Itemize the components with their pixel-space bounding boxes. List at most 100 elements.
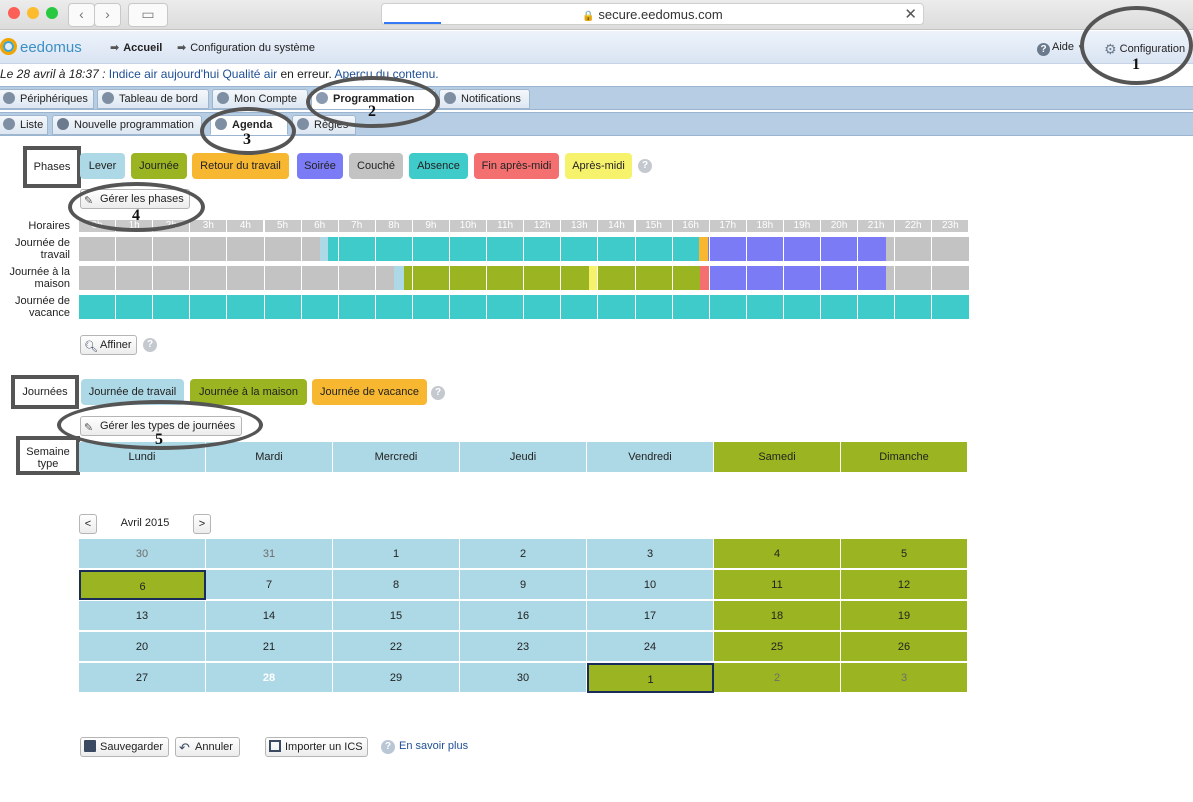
schedule-segment-journee[interactable] (598, 266, 701, 290)
schedule-segment-soiree[interactable] (707, 237, 886, 261)
daytype-journee-a-la-maison[interactable]: Journée à la maison (190, 379, 307, 405)
schedule-segment-absence[interactable] (327, 237, 699, 261)
phase-fin-apres-midi[interactable]: Fin après-midi (474, 153, 559, 179)
calendar-day[interactable]: 12 (841, 570, 968, 600)
calendar-day[interactable]: 11 (714, 570, 841, 600)
tab-mon-compte[interactable]: Mon Compte (212, 89, 308, 109)
close-window-icon[interactable] (8, 7, 20, 19)
manage-phases-button[interactable]: ✎ Gérer les phases (80, 189, 190, 209)
calendar-day[interactable]: 19 (841, 601, 968, 631)
tab-programmation[interactable]: Programmation (311, 89, 436, 109)
schedule-segment-absence[interactable] (79, 295, 970, 319)
learn-more-link[interactable]: En savoir plus (399, 740, 469, 752)
calendar-day[interactable]: 23 (460, 632, 587, 662)
address-bar[interactable]: 🔒 secure.eedomus.com ✕ (381, 3, 924, 25)
maximize-window-icon[interactable] (46, 7, 58, 19)
save-button[interactable]: Sauvegarder (80, 737, 169, 757)
manage-day-types-button[interactable]: ✎ Gérer les types de journées (80, 416, 242, 436)
weekday-jeudi[interactable]: Jeudi (460, 442, 587, 472)
calendar-day[interactable]: 16 (460, 601, 587, 631)
calendar-day[interactable]: 28 (206, 663, 333, 693)
calendar-day[interactable]: 30 (79, 539, 206, 569)
back-icon[interactable]: ‹ (68, 3, 95, 27)
weekday-vendredi[interactable]: Vendredi (587, 442, 714, 472)
schedule-segment-couche[interactable] (79, 266, 395, 290)
refine-button[interactable]: 🔍︎ Affiner (80, 335, 137, 355)
calendar-day[interactable]: 24 (587, 632, 714, 662)
subtab-liste[interactable]: Liste (0, 115, 48, 135)
breadcrumb-accueil[interactable]: ➡ Accueil (110, 41, 162, 54)
calendar-day[interactable]: 20 (79, 632, 206, 662)
tab-tableau-de-bord[interactable]: Tableau de bord (97, 89, 209, 109)
cancel-button[interactable]: ↶ Annuler (175, 737, 240, 757)
configuration-link[interactable]: ⚙ Configuration (1104, 41, 1185, 58)
help-menu[interactable]: ? Aide ▼ (1037, 41, 1085, 56)
calendar-day[interactable]: 4 (714, 539, 841, 569)
calendar-day[interactable]: 14 (206, 601, 333, 631)
weekday-samedi[interactable]: Samedi (714, 442, 841, 472)
daytype-journee-de-vacance[interactable]: Journée de vacance (312, 379, 427, 405)
phases-help-icon[interactable]: ? (638, 159, 652, 173)
calendar-day[interactable]: 2 (714, 663, 841, 693)
breadcrumb-configuration-systeme[interactable]: ➡ Configuration du système (177, 41, 315, 54)
subtab-regles[interactable]: Règles (292, 115, 356, 135)
tab-notifications[interactable]: Notifications (439, 89, 530, 109)
calendar-day[interactable]: 25 (714, 632, 841, 662)
tab-peripheriques[interactable]: Périphériques (0, 89, 94, 109)
phase-journee[interactable]: Journée (131, 153, 187, 179)
schedule-segment-lever[interactable] (394, 266, 404, 290)
schedule-segment-couche[interactable] (885, 237, 970, 261)
phase-soiree[interactable]: Soirée (297, 153, 343, 179)
sidebar-icon[interactable]: ▭ (128, 3, 168, 27)
schedule-segment-retour-du-travail[interactable] (698, 237, 708, 261)
calendar-day[interactable]: 1 (333, 539, 460, 569)
import-ics-button[interactable]: Importer un ICS (265, 737, 368, 757)
weekday-mardi[interactable]: Mardi (206, 442, 333, 472)
next-month-button[interactable]: > (193, 514, 211, 534)
schedule-segment-apres-midi[interactable] (589, 266, 599, 290)
daytype-journee-de-travail[interactable]: Journée de travail (81, 379, 184, 405)
schedule-segment-lever[interactable] (320, 237, 328, 261)
calendar-day[interactable]: 3 (587, 539, 714, 569)
phase-apres-midi[interactable]: Après-midi (565, 153, 632, 179)
calendar-day[interactable]: 30 (460, 663, 587, 693)
schedule-segment-soiree[interactable] (709, 266, 886, 290)
schedule-segment-journee[interactable] (403, 266, 590, 290)
prev-month-button[interactable]: < (79, 514, 97, 534)
weekday-lundi[interactable]: Lundi (79, 442, 206, 472)
calendar-day[interactable]: 7 (206, 570, 333, 600)
refine-help-icon[interactable]: ? (143, 338, 157, 352)
calendar-day[interactable]: 29 (333, 663, 460, 693)
calendar-day[interactable]: 10 (587, 570, 714, 600)
calendar-day[interactable]: 18 (714, 601, 841, 631)
weekday-dimanche[interactable]: Dimanche (841, 442, 968, 472)
phase-couche[interactable]: Couché (349, 153, 403, 179)
schedule-segment-fin-apres-midi[interactable] (700, 266, 710, 290)
calendar-day[interactable]: 31 (206, 539, 333, 569)
journees-help-icon[interactable]: ? (431, 386, 445, 400)
calendar-day[interactable]: 17 (587, 601, 714, 631)
forward-icon[interactable]: › (94, 3, 121, 27)
calendar-day[interactable]: 15 (333, 601, 460, 631)
minimize-window-icon[interactable] (27, 7, 39, 19)
calendar-day[interactable]: 27 (79, 663, 206, 693)
calendar-day[interactable]: 6 (79, 570, 206, 600)
calendar-day[interactable]: 3 (841, 663, 968, 693)
schedule-segment-couche[interactable] (885, 266, 970, 290)
calendar-day[interactable]: 2 (460, 539, 587, 569)
calendar-day[interactable]: 9 (460, 570, 587, 600)
schedule-segment-couche[interactable] (79, 237, 321, 261)
calendar-day[interactable]: 21 (206, 632, 333, 662)
logo[interactable]: eedomus (0, 38, 82, 56)
calendar-day[interactable]: 22 (333, 632, 460, 662)
phase-lever[interactable]: Lever (80, 153, 125, 179)
calendar-day[interactable]: 1 (587, 663, 714, 693)
subtab-nouvelle-programmation[interactable]: Nouvelle programmation (52, 115, 202, 135)
weekday-mercredi[interactable]: Mercredi (333, 442, 460, 472)
stop-loading-icon[interactable]: ✕ (904, 6, 917, 23)
calendar-day[interactable]: 26 (841, 632, 968, 662)
phase-absence[interactable]: Absence (409, 153, 468, 179)
notice-link-indicator[interactable]: Indice air aujourd'hui Qualité air (108, 67, 278, 81)
phase-retour-du-travail[interactable]: Retour du travail (192, 153, 289, 179)
notice-link-preview[interactable]: Aperçu du contenu. (334, 67, 439, 81)
